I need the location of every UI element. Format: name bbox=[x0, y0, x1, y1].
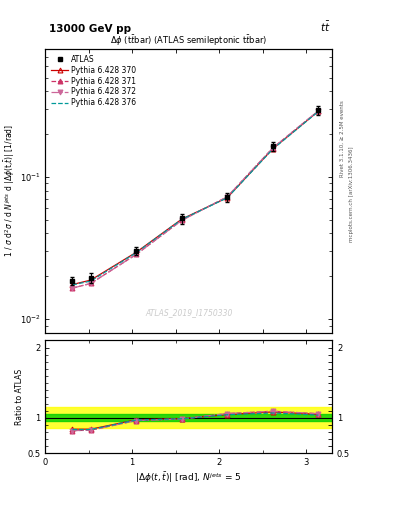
Text: Rivet 3.1.10, ≥ 2.5M events: Rivet 3.1.10, ≥ 2.5M events bbox=[340, 100, 345, 177]
Y-axis label: 1 / $\sigma$ d$^2\sigma$ / d $N^{jets}$ d |$\Delta\phi$(t,$\bar{t}$)| [1/rad]: 1 / $\sigma$ d$^2\sigma$ / d $N^{jets}$ … bbox=[2, 124, 17, 258]
Bar bbox=[45, 414, 332, 421]
X-axis label: $|\Delta\phi(t,\bar{t})|$ [rad], $N^{jets}$ = 5: $|\Delta\phi(t,\bar{t})|$ [rad], $N^{jet… bbox=[135, 470, 242, 485]
Text: ATLAS_2019_I1750330: ATLAS_2019_I1750330 bbox=[145, 308, 232, 317]
Bar bbox=[45, 408, 332, 429]
Text: 13000 GeV pp: 13000 GeV pp bbox=[49, 24, 131, 34]
Text: mcplots.cern.ch [arXiv:1306.3436]: mcplots.cern.ch [arXiv:1306.3436] bbox=[349, 147, 354, 242]
Legend: ATLAS, Pythia 6.428 370, Pythia 6.428 371, Pythia 6.428 372, Pythia 6.428 376: ATLAS, Pythia 6.428 370, Pythia 6.428 37… bbox=[49, 52, 139, 110]
Y-axis label: Ratio to ATLAS: Ratio to ATLAS bbox=[15, 369, 24, 425]
Text: $t\bar{t}$: $t\bar{t}$ bbox=[320, 20, 330, 34]
Title: $\Delta\phi$ (t$\bar{t}$bar) (ATLAS semileptonic t$\bar{t}$bar): $\Delta\phi$ (t$\bar{t}$bar) (ATLAS semi… bbox=[110, 34, 267, 49]
